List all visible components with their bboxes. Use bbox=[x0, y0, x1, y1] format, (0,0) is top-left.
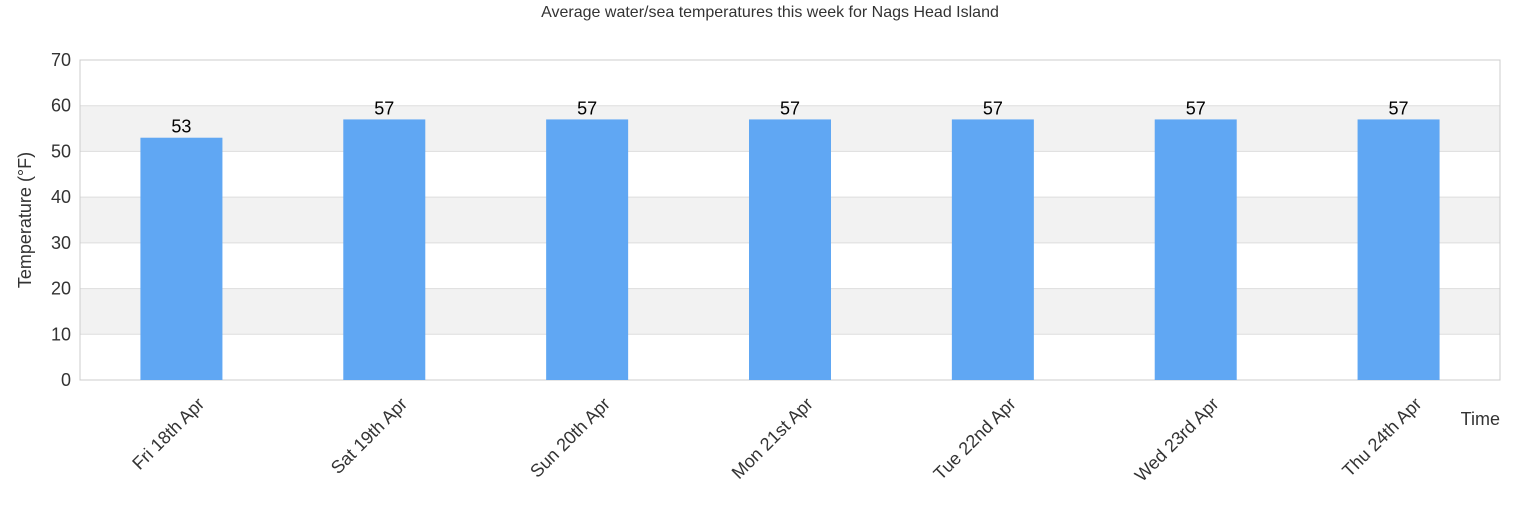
bar bbox=[951, 119, 1034, 380]
x-tick-label: Sat 19th Apr bbox=[327, 394, 411, 478]
chart-title: Average water/sea temperatures this week… bbox=[541, 4, 999, 21]
y-tick-label: 50 bbox=[51, 141, 71, 161]
bar bbox=[140, 137, 223, 380]
x-tick-label: Thu 24th Apr bbox=[1338, 394, 1425, 481]
bar bbox=[1357, 119, 1440, 380]
x-tick-label: Fri 18th Apr bbox=[128, 394, 208, 474]
bar-value-label: 57 bbox=[1186, 98, 1206, 118]
y-tick-label: 70 bbox=[51, 50, 71, 70]
x-tick-label: Tue 22nd Apr bbox=[930, 394, 1020, 484]
x-axis-ticks: Fri 18th Apr Sat 19th Apr Sun 20th Apr Mon … bbox=[128, 394, 1425, 486]
bar-value-label: 53 bbox=[171, 117, 191, 137]
y-axis-label: Temperature (°F) bbox=[15, 152, 35, 288]
y-tick-label: 0 bbox=[61, 370, 71, 390]
x-tick-label: Wed 23rd Apr bbox=[1131, 394, 1223, 486]
y-axis-ticks: 0 10 20 30 40 50 60 70 bbox=[51, 50, 71, 390]
y-tick-label: 40 bbox=[51, 187, 71, 207]
x-tick-label: Sun 20th Apr bbox=[526, 394, 614, 482]
bar bbox=[1154, 119, 1237, 380]
bars bbox=[140, 119, 1440, 380]
x-axis-label: Time bbox=[1461, 409, 1500, 429]
y-tick-label: 20 bbox=[51, 279, 71, 299]
bar-value-label: 57 bbox=[983, 98, 1003, 118]
bar bbox=[546, 119, 629, 380]
bar-value-label: 57 bbox=[577, 98, 597, 118]
bar bbox=[749, 119, 831, 380]
y-tick-label: 60 bbox=[51, 96, 71, 116]
data-labels: 53 57 57 57 57 57 57 bbox=[171, 98, 1408, 136]
bar-value-label: 57 bbox=[780, 98, 800, 118]
y-tick-label: 30 bbox=[51, 233, 71, 253]
y-tick-label: 10 bbox=[51, 324, 71, 344]
bar-value-label: 57 bbox=[374, 98, 394, 118]
bar bbox=[343, 119, 426, 380]
x-tick-label: Mon 21st Apr bbox=[728, 394, 817, 483]
bar-value-label: 57 bbox=[1389, 98, 1409, 118]
